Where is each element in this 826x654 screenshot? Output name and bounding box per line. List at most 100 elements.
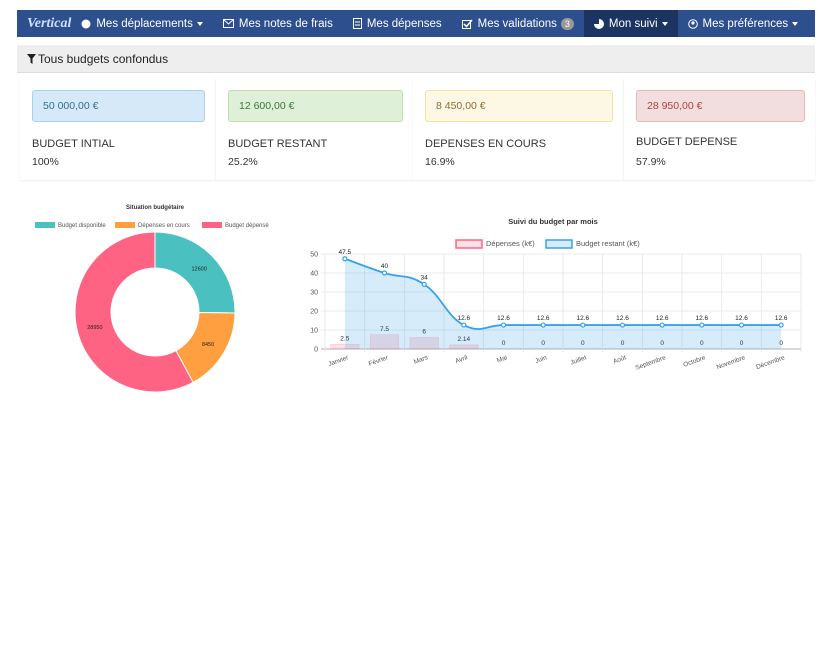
icon: [222, 19, 234, 28]
data-label: 0: [541, 340, 545, 347]
data-label: 28950: [87, 325, 102, 331]
card-percent: 16.9%: [425, 156, 455, 168]
point: [421, 281, 427, 288]
point: [342, 256, 348, 262]
nav-item[interactable]: Mon suivi: [583, 10, 678, 37]
bar: [369, 334, 400, 350]
charts: Situation budgétaire Budget disponible Dép…: [35, 205, 802, 393]
card-title: BUDGET DEPENSE: [636, 136, 738, 148]
point: [461, 322, 467, 328]
data-label: 7.5: [380, 326, 389, 333]
nav-label: Mes préférences: [702, 17, 789, 30]
legend-swatch: [115, 222, 135, 228]
nav-label: Mes dépenses: [366, 17, 442, 30]
icon: [461, 19, 473, 29]
legend-label: Budget dépensé: [225, 223, 269, 229]
data-label: 0: [502, 340, 506, 347]
card-title: BUDGET INTIAL: [32, 138, 115, 150]
card-percent: 25.2%: [228, 156, 258, 168]
filter-icon: [27, 53, 36, 64]
x-tick-label: Mars: [413, 354, 430, 366]
data-label: 12600: [191, 266, 206, 272]
data-label: 0: [660, 340, 664, 347]
legend-swatch: [35, 222, 55, 228]
data-label: 12.6: [458, 315, 471, 322]
y-tick-label: 10: [310, 328, 318, 335]
point: [500, 322, 507, 328]
point: [381, 270, 388, 276]
nav-label: Mon suivi: [608, 17, 658, 30]
x-tick-label: Avril: [454, 354, 469, 365]
x-tick-label: Décembre: [755, 354, 786, 371]
filter-bar: Tous budgets confondus: [17, 45, 815, 73]
line: [344, 257, 782, 330]
bar: [330, 343, 360, 350]
nav-item[interactable]: Mes notes de frais: [213, 10, 343, 37]
card: 8 450,00 € DEPENSES EN COURS 16.9%: [413, 78, 623, 180]
nav-label: Mes validations: [477, 17, 557, 30]
x-tick-label: Juillet: [570, 354, 588, 366]
data-label: 0: [581, 340, 585, 347]
legend-label: Dépenses (k€): [486, 239, 535, 248]
x-tick-label: Février: [368, 354, 390, 368]
data-label: 6: [422, 329, 426, 336]
point: [699, 322, 705, 328]
brand[interactable]: Vertical: [27, 15, 72, 31]
x-tick-label: Août: [612, 354, 627, 365]
y-tick-label: 20: [310, 309, 318, 316]
x-tick-label: Septembre: [635, 354, 668, 372]
point: [580, 322, 586, 328]
data-label: 0: [621, 340, 625, 347]
card-amount: 12 600,00 €: [228, 90, 403, 122]
data-label: 12.6: [735, 315, 748, 322]
data-label: 2.5: [340, 335, 349, 342]
legend-label: Budget disponible: [58, 223, 106, 229]
point: [540, 322, 546, 328]
card: 12 600,00 € BUDGET RESTANT 25.2%: [216, 78, 413, 180]
bar: [449, 344, 479, 350]
data-label: 8450: [202, 342, 214, 348]
point: [619, 322, 626, 328]
icon: [687, 18, 698, 29]
data-label: 12.6: [616, 315, 629, 322]
data-label: 40: [381, 263, 389, 270]
card-amount: 8 450,00 €: [425, 90, 613, 122]
card: 28 950,00 € BUDGET DEPENSE 57.9%: [624, 78, 815, 180]
icon: [593, 18, 604, 29]
legend-label: Budget restant (k€): [576, 239, 640, 248]
data-label: 34: [421, 274, 429, 281]
y-tick-label: 0: [314, 347, 318, 354]
nav-label: Mes notes de frais: [238, 17, 333, 30]
card-amount: 28 950,00 €: [636, 90, 805, 122]
x-tick-label: Octobre: [682, 354, 706, 369]
legend-swatch: [202, 222, 222, 228]
chart-title: Situation budgétaire: [126, 205, 185, 211]
icon: [352, 18, 362, 29]
x-tick-label: Mai: [496, 354, 508, 364]
nav-item[interactable]: Mes dépenses: [343, 10, 452, 37]
filter-label: Tous budgets confondus: [38, 51, 169, 66]
x-tick-label: Novembre: [716, 354, 747, 371]
nav-item[interactable]: Mes validations 3: [452, 10, 584, 37]
data-label: 12.6: [497, 315, 510, 322]
legend-label: Dépenses en cours: [138, 223, 190, 229]
data-label: 2.14: [458, 336, 471, 343]
card-title: BUDGET RESTANT: [228, 138, 328, 150]
area: [344, 258, 782, 349]
card: 50 000,00 € BUDGET INTIAL 100%: [20, 78, 215, 180]
nav-item[interactable]: Mes préférences: [678, 10, 809, 37]
y-tick-label: 30: [310, 290, 318, 297]
data-label: 12.6: [696, 315, 709, 322]
nav-label: Mes déplacements: [96, 17, 193, 30]
data-label: 12.6: [656, 315, 669, 322]
nav-item[interactable]: Mes déplacements: [71, 10, 213, 37]
card-percent: 57.9%: [636, 156, 666, 168]
navbar: Vertical Mes déplacements Mes notes de f…: [17, 10, 826, 37]
y-tick-label: 40: [310, 271, 318, 278]
data-label: 0: [740, 340, 744, 347]
badge: 3: [560, 17, 574, 30]
nav-item[interactable]: [808, 10, 826, 37]
doughnut-segment: [74, 231, 194, 393]
point: [738, 322, 745, 328]
